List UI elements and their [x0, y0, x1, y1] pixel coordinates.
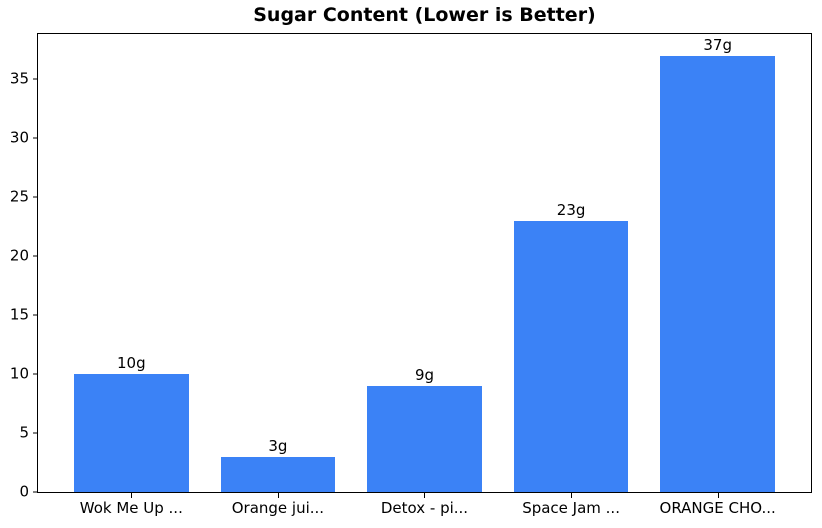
y-axis-tick-label: 35 — [9, 69, 29, 88]
bars-container: 10g Wok Me Up ... 3g Orange jui... 9g Detox -… — [38, 34, 811, 516]
y-axis-tick-label: 10 — [9, 364, 29, 383]
x-axis-category-label: ORANGE CHO... — [659, 499, 776, 517]
bar: 3g — [220, 438, 336, 492]
y-axis-tick-label: 0 — [19, 482, 29, 501]
x-axis-category-label: Space Jam ... — [522, 499, 620, 517]
bar: 23g — [513, 202, 629, 492]
y-axis-tick-mark — [33, 78, 37, 80]
bar-value-label: 37g — [703, 35, 732, 54]
y-axis-tick-mark — [33, 491, 37, 493]
y-axis-tick-mark — [33, 432, 37, 434]
x-axis-tick-mark — [424, 493, 426, 498]
x-axis-category-label: Detox - pi... — [380, 499, 469, 517]
x-axis-category-label: Wok Me Up ... — [79, 499, 183, 517]
y-axis-tick-label: 5 — [19, 423, 29, 442]
bar-slot: 3g Orange jui... — [205, 34, 352, 516]
x-axis-tick-mark — [571, 493, 573, 498]
y-axis-tick-label: 20 — [9, 246, 29, 265]
y-axis-tick-label: 15 — [9, 305, 29, 324]
bar: 10g — [73, 356, 189, 492]
bar-value-label: 9g — [414, 365, 435, 384]
y-axis-tick-mark — [33, 373, 37, 375]
y-axis-tick-mark — [33, 314, 37, 316]
bar-value-label: 10g — [116, 354, 146, 373]
bar: 37g — [660, 37, 776, 492]
y-axis-tick-label: 25 — [9, 187, 29, 206]
bar-value-label: 3g — [268, 436, 288, 455]
y-axis-tick-mark — [33, 137, 37, 139]
plot-area: 10g Wok Me Up ... 3g Orange jui... 9g Detox -… — [10, 33, 812, 516]
chart-title: Sugar Content (Lower is Better) — [253, 4, 596, 26]
bar-value-label: 23g — [556, 200, 586, 219]
x-axis-category-label: Orange jui... — [231, 499, 325, 517]
x-axis-tick-mark — [277, 493, 279, 498]
y-axis-tick-label: 30 — [9, 128, 29, 147]
x-axis-tick-mark — [131, 493, 133, 498]
bar-slot: 9g Detox - pi... — [351, 34, 498, 516]
y-axis-tick-mark — [33, 196, 37, 198]
bar-slot: 10g Wok Me Up ... — [58, 34, 205, 516]
bar-slot: 37g ORANGE CHO... — [644, 34, 791, 515]
bar: 9g — [367, 367, 482, 492]
bar-slot: 23g Space Jam ... — [498, 34, 645, 516]
x-axis-tick-mark — [717, 493, 719, 498]
y-axis-tick-mark — [33, 255, 37, 257]
